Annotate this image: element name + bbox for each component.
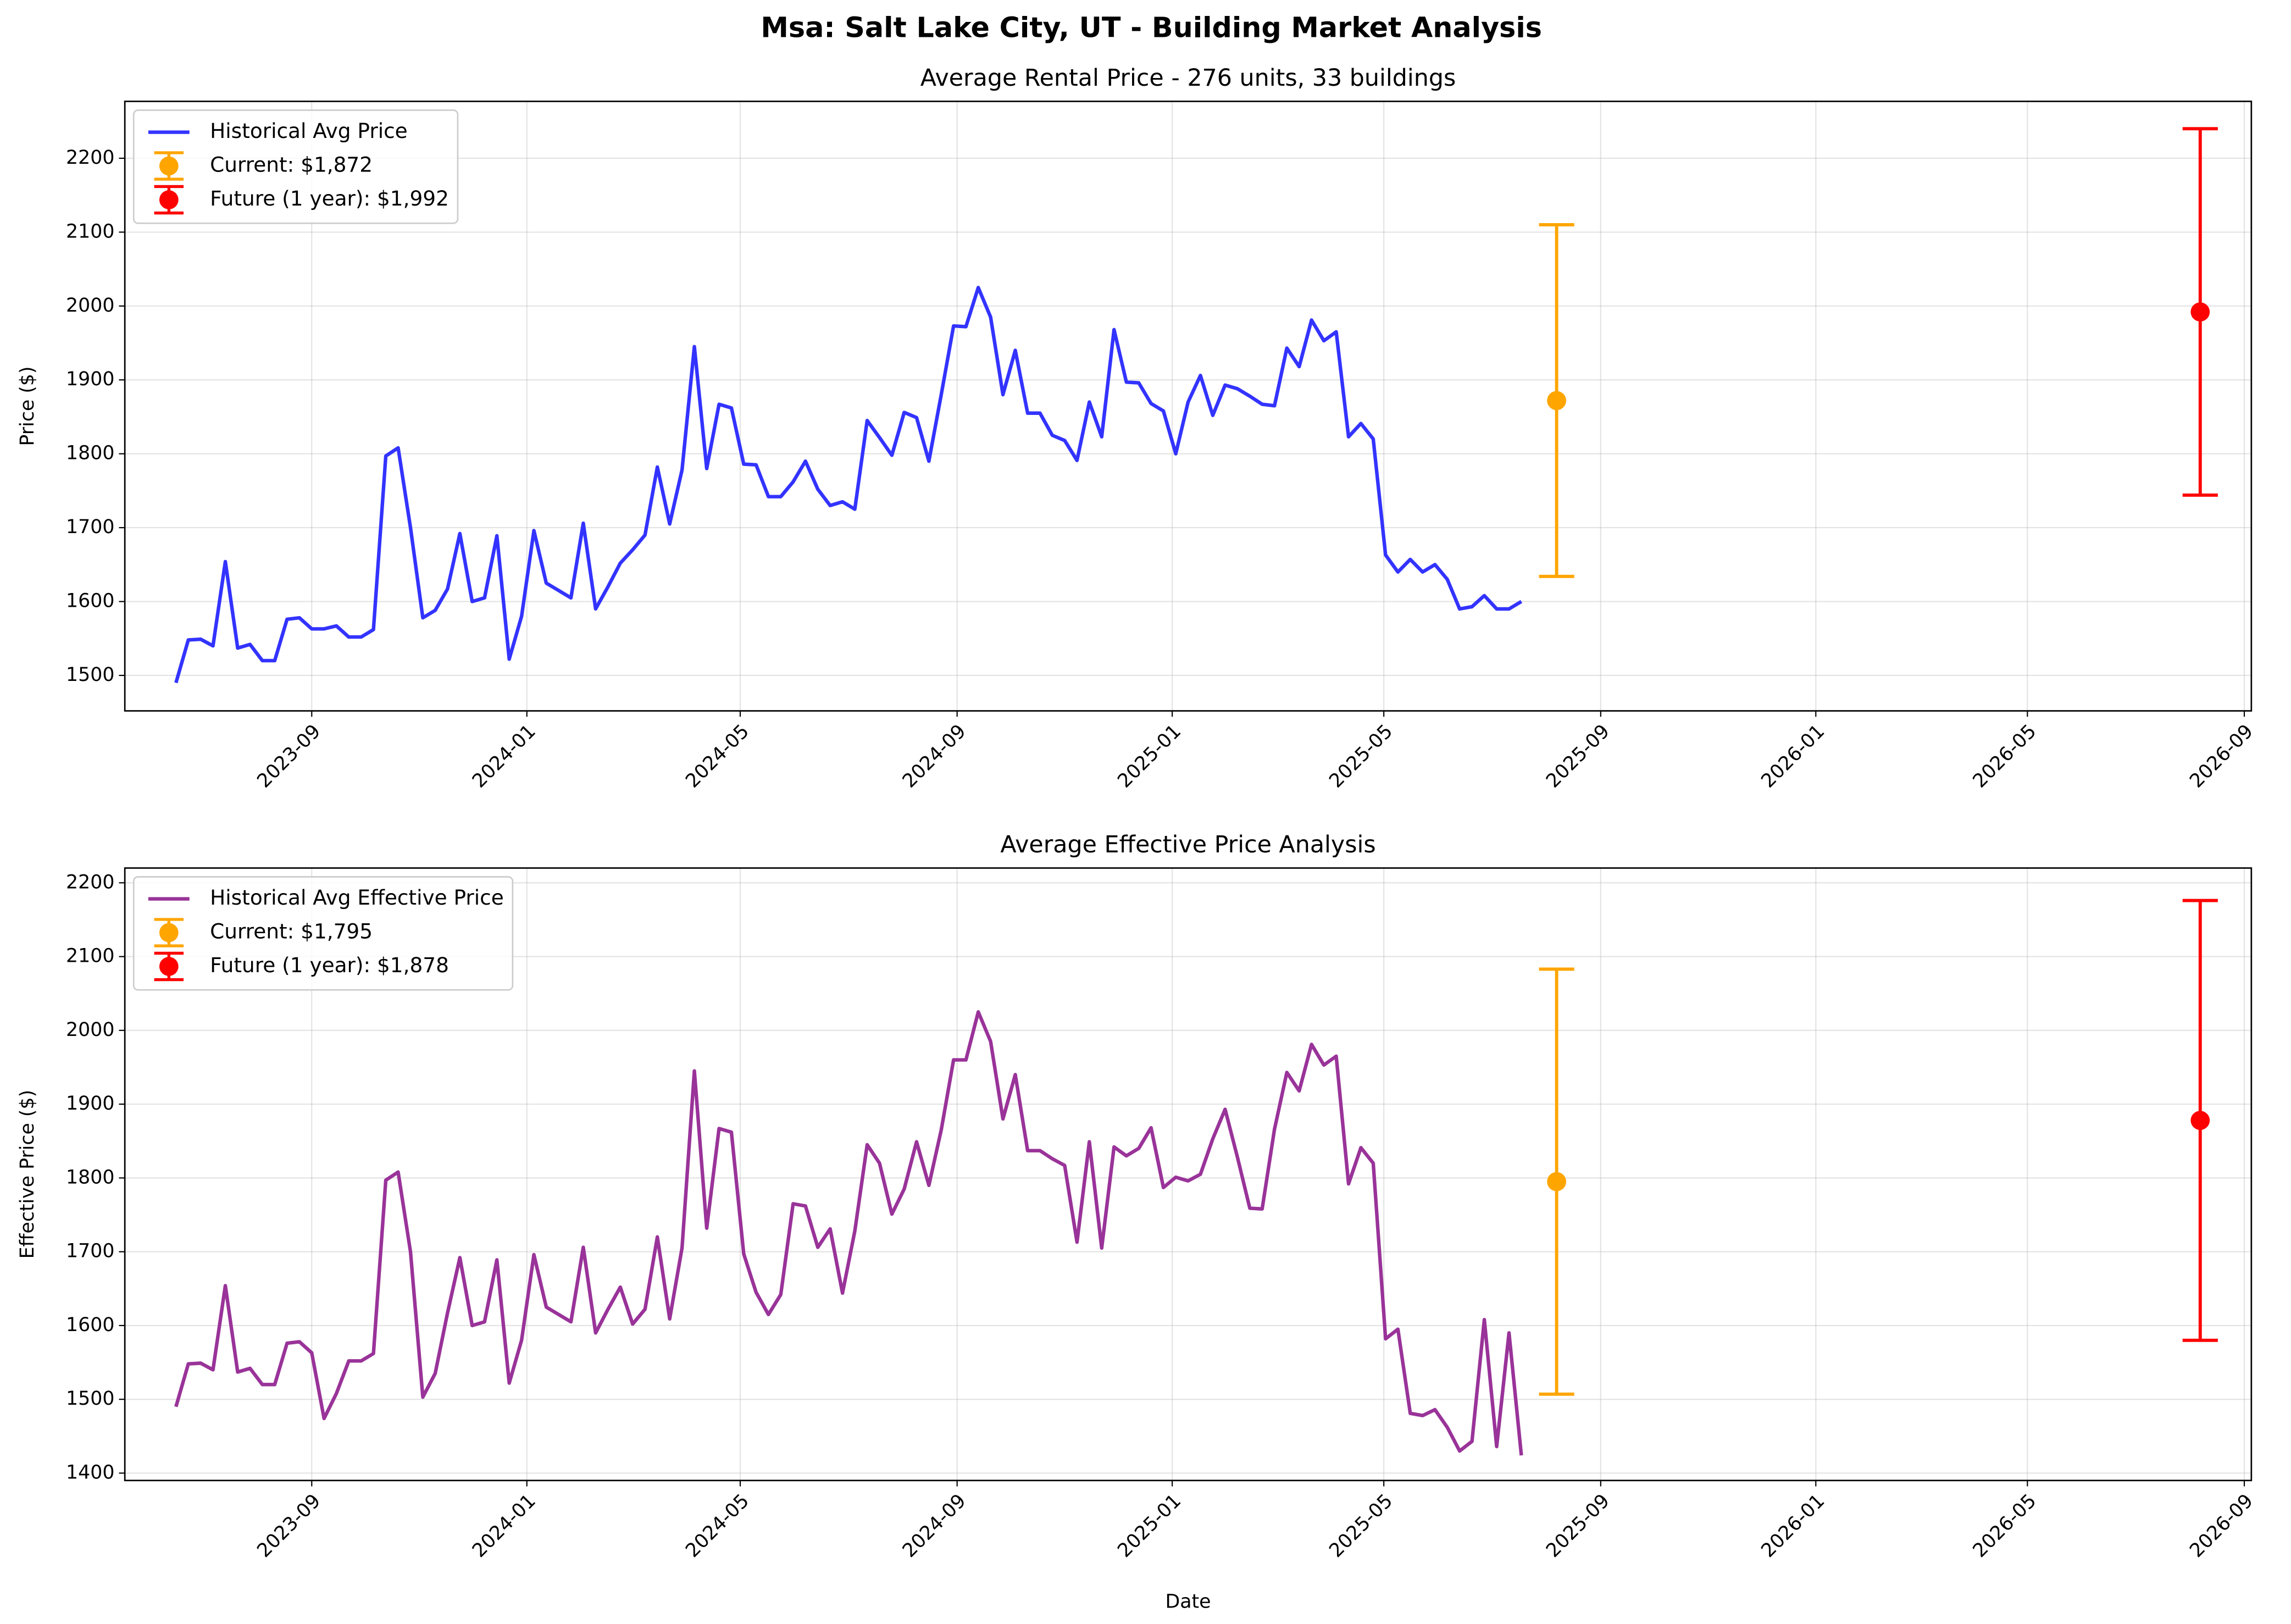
y-tick-label: 1700 [66,516,114,538]
legend-label: Current: $1,872 [210,153,373,177]
y-tick-label: 2200 [66,147,114,169]
legend-symbol [159,923,179,943]
y-tick-label: 1500 [66,664,114,686]
data-line [174,1010,1523,1456]
legend-symbol [159,190,179,209]
chart-title: Average Effective Price Analysis [1000,831,1375,858]
y-tick-label: 1800 [66,1166,114,1188]
y-tick-label: 1800 [66,442,114,464]
y-axis-label: Price ($) [16,366,38,446]
data-line [174,285,1523,684]
figure-title: Msa: Salt Lake City, UT - Building Marke… [761,11,1542,43]
y-tick-label: 1600 [66,1314,114,1336]
plot-frame [124,867,2253,1482]
y-tick-label: 1500 [66,1388,114,1410]
y-tick-label: 2200 [66,871,114,893]
legend: Historical Avg Price Current: $1,872 Futur… [132,109,459,224]
legend-label: Current: $1,795 [210,919,373,944]
y-tick-label: 2100 [66,945,114,967]
plot-frame [124,101,2253,712]
point [1547,391,1566,411]
legend-box [132,109,459,224]
legend-label: Historical Avg Price [210,119,408,143]
y-tick-label: 2000 [66,1019,114,1041]
legend-symbol [159,957,179,976]
y-tick-label: 2000 [66,295,114,317]
legend-label: Future (1 year): $1,878 [210,953,449,977]
point [1547,1172,1566,1191]
x-axis-label: Date [1165,1591,1211,1613]
y-tick-label: 1700 [66,1240,114,1262]
legend: Historical Avg Effective Price Current: $… [132,876,514,991]
point [2190,302,2210,322]
y-tick-label: 2100 [66,220,114,242]
legend-symbol [159,156,179,176]
y-tick-label: 1600 [66,590,114,612]
y-axis-label: Effective Price ($) [16,1090,38,1259]
point [2190,1111,2210,1130]
y-tick-label: 1900 [66,368,114,390]
legend-label: Future (1 year): $1,992 [210,186,449,210]
y-tick-label: 1900 [66,1093,114,1115]
y-tick-label: 1400 [66,1461,114,1483]
legend-label: Historical Avg Effective Price [210,885,504,910]
chart-title: Average Rental Price - 276 units, 33 bui… [920,64,1456,92]
legend-box [132,876,514,991]
